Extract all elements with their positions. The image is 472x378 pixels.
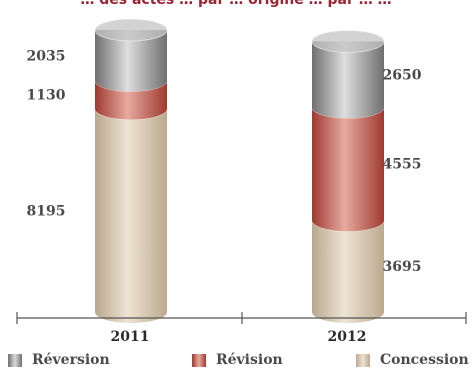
data-label-revision-2011: 1130 bbox=[27, 88, 66, 104]
data-label-concession-2011: 8195 bbox=[27, 203, 66, 219]
bar-revision-2012-bottom bbox=[312, 209, 384, 232]
bar-concession-2011-body bbox=[95, 108, 167, 312]
legend-item-concession: Concession bbox=[356, 352, 469, 368]
bar-reversion-2012 bbox=[311, 29, 385, 119]
legend-swatch-reversion bbox=[8, 353, 22, 367]
bar-reversion-2011-bottom bbox=[95, 69, 167, 92]
bar-reversion-2012-cap bbox=[311, 29, 385, 53]
x-tick-label-2011: 2011 bbox=[111, 329, 150, 345]
bar-reversion-2011 bbox=[94, 18, 168, 92]
data-label-concession-2012: 3695 bbox=[383, 259, 422, 275]
legend-label-revision: Révision bbox=[216, 352, 283, 368]
legend-label-reversion: Réversion bbox=[32, 352, 110, 368]
legend-item-reversion: Réversion bbox=[8, 352, 110, 368]
legend-swatch-revision bbox=[192, 353, 206, 367]
x-tick-label-2012: 2012 bbox=[328, 329, 367, 345]
chart-title: … des actes … par … origine … par … … bbox=[80, 0, 392, 8]
bar-concession-2011-bottom bbox=[95, 301, 167, 323]
legend-item-revision: Révision bbox=[192, 352, 283, 368]
bar-concession-2012-bottom bbox=[312, 301, 384, 323]
legend-label-concession: Concession bbox=[380, 352, 469, 368]
bar-reversion-2011-cap bbox=[94, 18, 168, 42]
bar-reversion-2012-bottom bbox=[312, 96, 384, 119]
data-label-reversion-2012: 2650 bbox=[383, 67, 422, 83]
bar-revision-2012-body bbox=[312, 107, 384, 221]
bar-concession-2012-body bbox=[312, 220, 384, 312]
legend-swatch-concession bbox=[356, 353, 370, 367]
bar-concession-2011 bbox=[94, 97, 168, 323]
data-label-reversion-2011: 2035 bbox=[27, 48, 66, 64]
data-label-revision-2012: 4555 bbox=[383, 157, 422, 173]
bar-revision-2011-bottom bbox=[95, 97, 167, 120]
legend: Réversion Révision Concession bbox=[8, 352, 472, 374]
